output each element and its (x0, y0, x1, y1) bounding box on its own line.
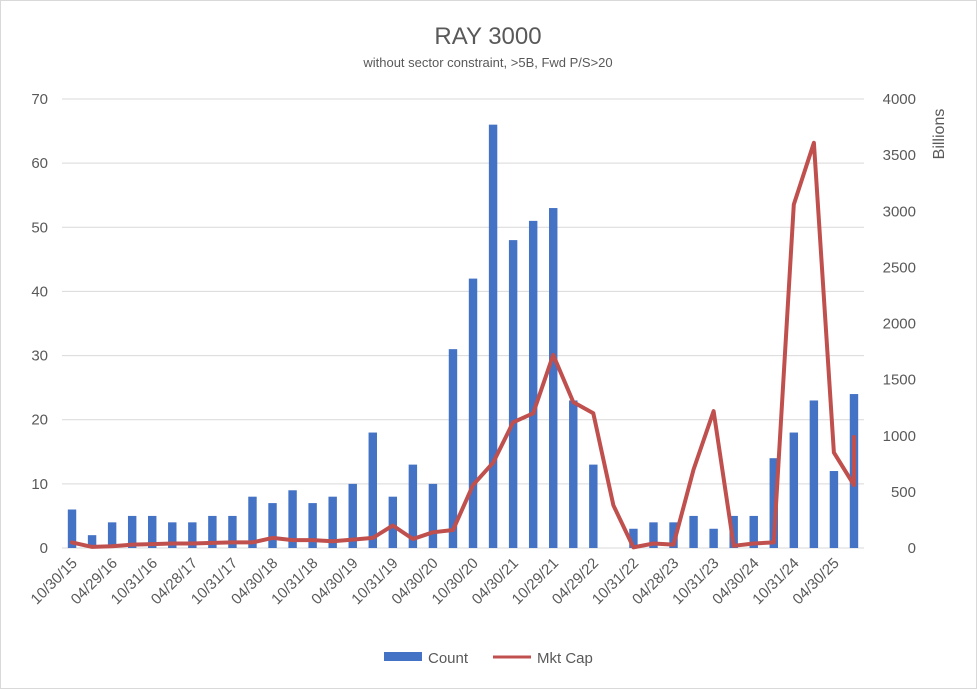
count-bar (67, 509, 77, 548)
count-bar (408, 464, 418, 548)
count-bar (308, 503, 317, 548)
primary-y-axis-ticks: 0 10 20 30 40 50 60 70 (31, 91, 48, 557)
count-bar (809, 400, 819, 548)
count-bar (148, 515, 157, 548)
count-bar (488, 124, 498, 549)
count-bar (769, 458, 778, 548)
secondary-y-axis-title: Billions (931, 109, 948, 160)
count-bar (669, 522, 678, 548)
count-bar (468, 278, 478, 548)
count-bar (689, 515, 698, 548)
y-tick-label: 20 (31, 412, 48, 429)
count-bar (328, 496, 337, 548)
count-bar (829, 471, 839, 548)
count-bar (428, 483, 438, 548)
count-bar (208, 515, 217, 548)
y2-tick-label: 1500 (883, 372, 916, 389)
y2-tick-label: 2000 (883, 316, 916, 333)
count-bar (709, 528, 718, 548)
x-axis-ticks: 10/30/1504/29/1610/31/1604/28/1710/31/17… (28, 555, 843, 608)
chart-title: RAY 3000 (434, 23, 541, 50)
y2-tick-label: 500 (891, 484, 916, 501)
y-tick-label: 60 (31, 155, 48, 172)
count-bar (168, 522, 177, 548)
y2-tick-label: 2500 (883, 259, 916, 276)
count-bar (188, 522, 197, 548)
count-bar (508, 240, 518, 548)
count-bar (127, 515, 137, 548)
count-bar (649, 522, 658, 548)
count-bar (368, 432, 377, 548)
count-bar (528, 220, 538, 548)
y-tick-label: 30 (31, 348, 48, 365)
count-bar (87, 535, 97, 548)
chart-subtitle: without sector constraint, >5B, Fwd P/S>… (362, 55, 612, 70)
legend: Count Mkt Cap (384, 650, 593, 667)
count-bar (348, 483, 357, 548)
y-tick-label: 0 (40, 540, 48, 557)
count-bar (749, 515, 758, 548)
count-bar (268, 503, 277, 548)
count-bar (248, 496, 257, 548)
count-bars (67, 124, 859, 549)
y-tick-label: 40 (31, 283, 48, 300)
count-bar (589, 464, 598, 548)
count-bar (388, 496, 398, 548)
legend-label-mkt-cap: Mkt Cap (537, 650, 593, 667)
count-bar (629, 528, 638, 548)
count-bar (448, 349, 458, 548)
y2-tick-label: 3000 (883, 203, 916, 220)
count-bar (569, 400, 578, 548)
y-tick-label: 10 (31, 476, 48, 493)
count-bar (228, 515, 237, 548)
y2-tick-label: 1000 (883, 428, 916, 445)
secondary-y-axis-ticks: 0 500 1000 1500 2000 2500 3000 3500 4000 (883, 91, 916, 557)
count-bar (549, 208, 558, 549)
mkt-cap-line-layer (70, 140, 856, 550)
count-bar (288, 490, 297, 548)
legend-swatch-count (384, 652, 422, 661)
y2-tick-label: 0 (908, 540, 916, 557)
y-tick-label: 50 (31, 219, 48, 236)
y2-tick-label: 3500 (883, 147, 916, 164)
gridlines (62, 98, 864, 549)
count-bar (729, 515, 738, 548)
y-tick-label: 70 (31, 91, 48, 108)
y2-tick-label: 4000 (883, 91, 916, 108)
count-bar (107, 522, 117, 548)
legend-label-count: Count (428, 650, 469, 667)
mkt-cap-line (70, 140, 856, 550)
count-bar (789, 432, 799, 548)
